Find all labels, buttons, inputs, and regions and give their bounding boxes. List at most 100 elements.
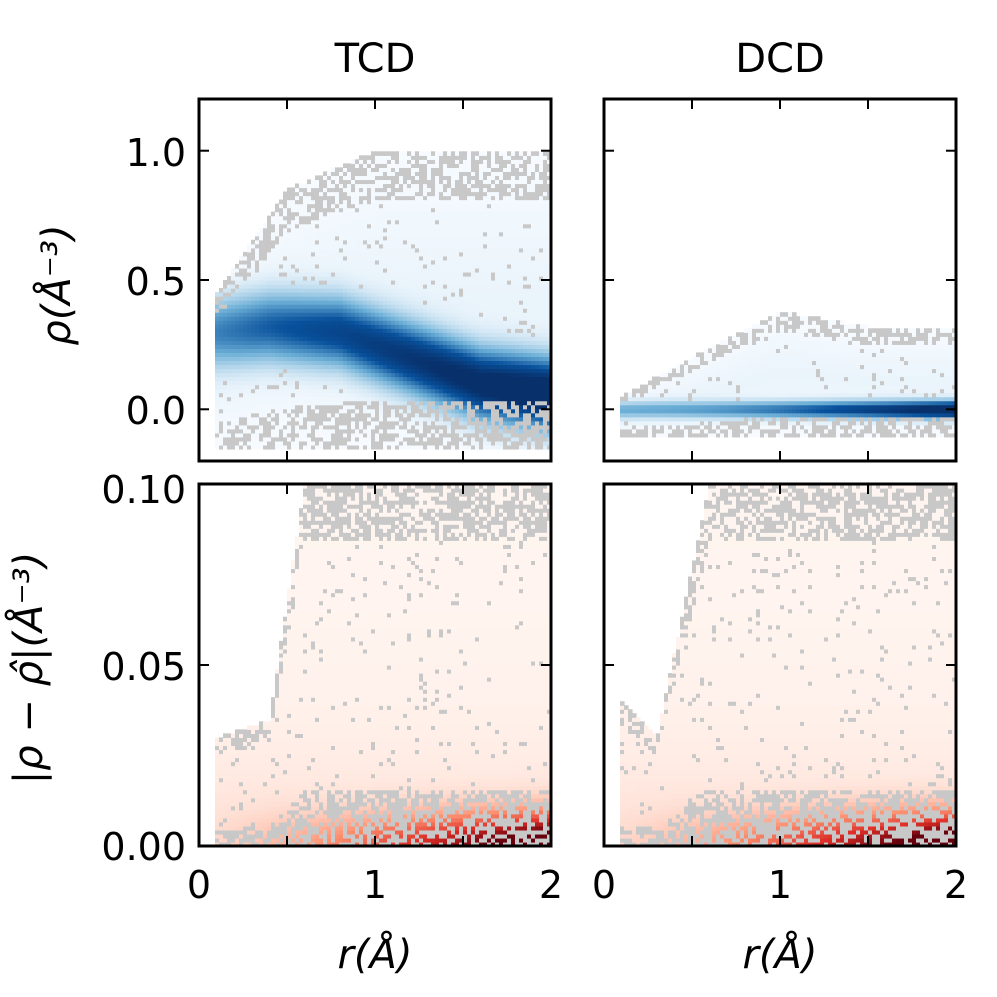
heatmap-cell xyxy=(371,243,376,249)
heatmap-cell xyxy=(459,251,464,257)
heatmap-cell xyxy=(387,151,392,156)
heatmap-cell xyxy=(419,428,424,434)
heatmap-cell xyxy=(483,183,488,189)
heatmap-cell xyxy=(507,308,512,313)
heatmap-cell xyxy=(427,312,432,317)
heatmap-cell xyxy=(479,404,484,410)
heatmap-cell xyxy=(443,187,448,193)
heatmap-cell xyxy=(475,352,480,358)
heatmap-cell xyxy=(427,304,432,309)
heatmap-cell xyxy=(279,275,284,281)
heatmap-cell xyxy=(283,239,288,245)
heatmap-cell xyxy=(319,183,324,189)
heatmap-cell xyxy=(495,263,500,269)
heatmap-cell xyxy=(491,444,496,450)
heatmap-cell xyxy=(291,271,296,277)
heatmap-cell xyxy=(507,187,512,193)
heatmap-cell xyxy=(391,432,396,438)
heatmap-cell xyxy=(483,348,488,353)
heatmap-cell xyxy=(343,332,348,337)
heatmap-cell xyxy=(323,231,328,237)
heatmap-cell xyxy=(251,320,256,325)
heatmap-cell xyxy=(263,292,268,297)
heatmap-cell xyxy=(227,400,232,406)
heatmap-cell xyxy=(315,199,320,205)
heatmap-cell xyxy=(351,296,356,301)
heatmap-cell xyxy=(431,304,436,309)
heatmap-cell xyxy=(227,320,232,325)
heatmap-cell xyxy=(239,376,244,382)
heatmap-cell xyxy=(467,163,472,168)
heatmap-cell xyxy=(283,300,288,305)
heatmap-cell xyxy=(307,227,312,233)
heatmap-cell xyxy=(379,223,384,229)
heatmap-cell xyxy=(507,219,512,225)
heatmap-cell xyxy=(355,444,360,450)
heatmap-cell xyxy=(395,420,400,426)
heatmap-cell xyxy=(471,364,476,370)
heatmap-cell xyxy=(471,259,476,265)
heatmap-cell xyxy=(467,312,472,317)
heatmap-cell xyxy=(415,187,420,193)
heatmap-cell xyxy=(511,368,516,374)
heatmap-cell xyxy=(407,372,412,378)
heatmap-cell xyxy=(271,384,276,390)
heatmap-cell xyxy=(495,187,500,193)
heatmap-cell xyxy=(347,280,352,285)
heatmap-cell xyxy=(439,400,444,406)
heatmap-cell xyxy=(351,280,356,285)
heatmap-cell xyxy=(279,400,284,406)
heatmap-cell xyxy=(495,175,500,181)
heatmap-cell xyxy=(435,296,440,301)
heatmap-cell xyxy=(367,404,372,410)
heatmap-cell xyxy=(419,344,424,349)
heatmap-cell xyxy=(435,275,440,281)
heatmap-cell xyxy=(499,408,504,414)
heatmap-cell xyxy=(379,263,384,269)
heatmap-cell xyxy=(507,203,512,209)
heatmap-cell xyxy=(295,332,300,337)
heatmap-cell xyxy=(291,340,296,345)
heatmap-cell xyxy=(215,416,220,422)
heatmap-cell xyxy=(427,364,432,370)
heatmap-cell xyxy=(351,183,356,189)
heatmap-cell xyxy=(231,312,236,317)
heatmap-cell xyxy=(283,271,288,277)
heatmap-cell xyxy=(287,215,292,221)
heatmap-cell xyxy=(451,163,456,168)
heatmap-cell xyxy=(495,360,500,366)
heatmap-cell xyxy=(319,328,324,333)
heatmap-cell xyxy=(375,183,380,189)
heatmap-cell xyxy=(491,352,496,358)
heatmap-cell xyxy=(291,263,296,269)
heatmap-cell xyxy=(303,183,308,189)
heatmap-cell xyxy=(215,400,220,406)
heatmap-cell xyxy=(495,336,500,341)
heatmap-cell xyxy=(499,175,504,181)
heatmap-cell xyxy=(439,223,444,229)
heatmap-cell xyxy=(487,203,492,209)
heatmap-cell xyxy=(279,320,284,325)
heatmap-cell xyxy=(399,207,404,213)
heatmap-cell xyxy=(507,380,512,386)
heatmap-cell xyxy=(375,247,380,253)
heatmap-cell xyxy=(291,300,296,305)
heatmap-cell xyxy=(463,251,468,257)
heatmap-cell xyxy=(459,368,464,374)
heatmap-cell xyxy=(243,255,248,261)
heatmap-cell xyxy=(443,219,448,225)
heatmap-cell xyxy=(427,267,432,273)
heatmap-cell xyxy=(455,211,460,217)
heatmap-cell xyxy=(487,296,492,301)
heatmap-cell xyxy=(231,320,236,325)
heatmap-cell xyxy=(415,235,420,241)
heatmap-cell xyxy=(291,223,296,229)
heatmap-cell xyxy=(431,207,436,213)
heatmap-cell xyxy=(467,404,472,410)
heatmap-cell xyxy=(483,428,488,434)
heatmap-cell xyxy=(347,408,352,414)
heatmap-cell xyxy=(367,372,372,378)
heatmap-cell xyxy=(495,416,500,422)
heatmap-cell xyxy=(479,320,484,325)
heatmap-cell xyxy=(407,384,412,390)
